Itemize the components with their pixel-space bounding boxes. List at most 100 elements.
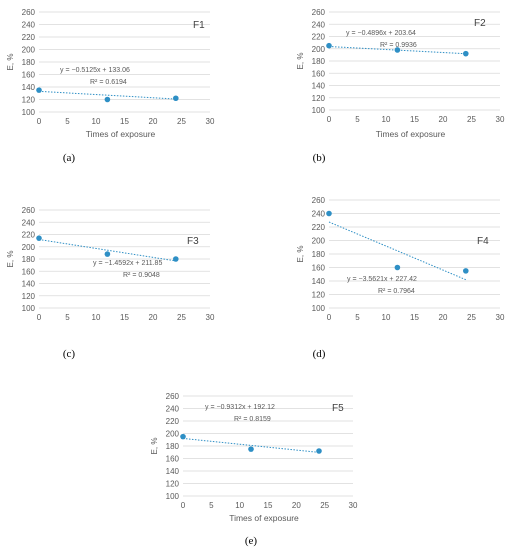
x-tick-label: 30 [496,313,505,322]
y-tick-label: 120 [22,96,36,105]
r-squared: R² = 0.9048 [123,272,160,279]
y-tick-label: 200 [312,45,326,54]
x-tick-label: 20 [439,115,448,124]
caption-e: (e) [244,535,258,547]
x-tick-label: 0 [37,117,42,126]
x-tick-label: 30 [349,501,358,510]
y-tick-label: 160 [312,69,326,78]
data-point [248,446,254,452]
trend-equation: y = −1.4592x + 211.85 [93,260,162,267]
x-tick-label: 15 [120,117,129,126]
data-point [463,268,469,274]
y-tick-label: 180 [22,255,36,264]
data-point [463,50,469,57]
panel-label: F2 [474,18,486,29]
trend-equation: y = −0.5125x + 133.06 [60,67,130,74]
y-tick-label: 100 [22,304,36,313]
y-tick-label: 220 [312,33,326,42]
y-tick-label: 120 [312,94,326,103]
y-tick-label: 100 [166,492,180,501]
data-point [316,448,322,454]
x-tick-label: 0 [181,501,186,510]
x-tick-label: 10 [382,115,391,124]
trendline [328,221,466,281]
x-tick-label: 25 [467,115,476,124]
y-tick-label: 260 [166,392,180,401]
y-tick-label: 120 [312,291,326,300]
y-axis-label: E, % [296,53,305,70]
trend-equation: y = −3.5621x + 227.42 [347,276,417,283]
x-tick-label: 25 [177,117,186,126]
panel-label: F4 [477,236,489,247]
y-tick-label: 140 [22,280,36,289]
y-axis-label: E, % [296,246,305,263]
x-tick-label: 30 [206,117,215,126]
trendline [328,46,466,55]
y-tick-label: 200 [22,46,36,55]
x-tick-label: 10 [92,117,101,126]
y-axis-label: E, % [6,54,15,71]
y-tick-label: 120 [166,480,180,489]
y-tick-label: 220 [22,33,36,42]
trend-equation: y = −0.9312x + 192.12 [205,404,275,411]
x-tick-label: 15 [264,501,273,510]
y-tick-label: 140 [22,83,36,92]
data-point [326,42,332,49]
x-tick-label: 15 [410,115,419,124]
y-tick-label: 100 [312,304,326,313]
y-tick-label: 180 [312,57,326,66]
y-tick-label: 160 [312,264,326,273]
caption-b: (b) [312,152,326,164]
data-point [36,87,42,93]
y-tick-label: 180 [166,442,180,451]
y-tick-label: 100 [22,108,36,117]
x-tick-label: 0 [37,313,42,322]
y-tick-label: 200 [166,430,180,439]
panel-label: F3 [187,236,199,247]
y-tick-label: 160 [22,267,36,276]
y-tick-label: 240 [312,20,326,29]
trendline [38,90,176,100]
x-tick-label: 10 [92,313,101,322]
x-tick-label: 25 [320,501,329,510]
caption-c: (c) [62,348,76,360]
x-tick-label: 20 [149,313,158,322]
r-squared: R² = 0.8159 [234,416,271,423]
y-tick-label: 220 [22,231,36,240]
y-tick-label: 100 [312,106,326,115]
x-tick-label: 5 [65,313,70,322]
data-point [394,47,401,53]
y-tick-label: 220 [166,417,180,426]
caption-a: (a) [62,152,76,164]
y-tick-label: 240 [22,21,36,30]
r-squared: R² = 0.7964 [378,288,415,295]
x-tick-label: 5 [355,313,360,322]
y-tick-label: 260 [312,196,326,205]
y-tick-label: 200 [22,243,36,252]
data-point [173,95,179,102]
x-tick-label: 0 [327,313,332,322]
panel-label: F1 [193,20,205,31]
data-point [180,433,186,440]
y-tick-label: 240 [166,405,180,414]
data-point [104,96,111,103]
x-tick-label: 20 [439,313,448,322]
x-tick-label: 15 [410,313,419,322]
x-axis-label: Times of exposure [229,513,299,523]
y-tick-label: 120 [22,292,36,301]
x-tick-label: 20 [292,501,301,510]
y-axis-label: E, % [150,438,159,455]
data-point [326,210,332,217]
y-tick-label: 220 [312,223,326,232]
x-tick-label: 5 [355,115,360,124]
y-tick-label: 160 [166,455,180,464]
panel-label: F5 [332,403,344,414]
y-tick-label: 240 [22,218,36,227]
y-tick-label: 260 [312,8,326,17]
x-axis-label: Times of exposure [376,129,446,139]
